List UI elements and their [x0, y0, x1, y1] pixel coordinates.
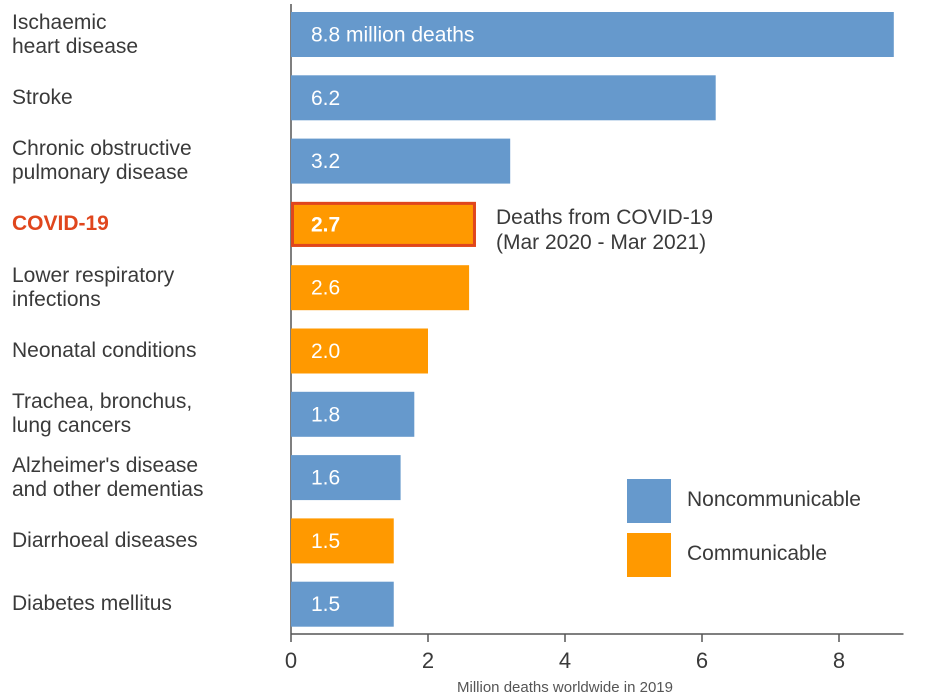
bar-value-label: 1.6	[311, 467, 340, 490]
bar	[291, 12, 894, 57]
bar-value-label: 3.2	[311, 150, 340, 173]
bar	[291, 75, 716, 121]
bar-value-label: 1.5	[311, 593, 340, 616]
bar	[291, 265, 470, 311]
category-label: Chronic obstructive pulmonary disease	[12, 137, 192, 185]
covid-annotation: Deaths from COVID-19 (Mar 2020 - Mar 202…	[496, 206, 714, 254]
category-label: Trachea, bronchus, lung cancers	[12, 390, 193, 438]
category-label: COVID-19	[12, 212, 109, 236]
bar	[291, 328, 428, 374]
bar	[291, 518, 394, 564]
x-tick-label: 6	[696, 648, 708, 673]
bar	[291, 138, 511, 184]
legend-label-communicable: Communicable	[687, 542, 828, 565]
category-label: Diabetes mellitus	[12, 592, 172, 616]
category-label: Ischaemic heart disease	[12, 10, 139, 58]
x-tick-label: 8	[833, 648, 845, 673]
category-label: Stroke	[12, 85, 73, 109]
bar	[291, 581, 394, 627]
legend-swatch-communicable	[627, 533, 671, 577]
bar	[291, 455, 401, 501]
category-label: Lower respiratory infections	[12, 263, 175, 311]
legend-label-noncommunicable: Noncommunicable	[687, 488, 861, 511]
category-label: Alzheimer's disease and other dementias	[12, 453, 204, 501]
bar-value-label: 8.8 million deaths	[311, 24, 474, 47]
bar-value-label: 1.5	[311, 530, 340, 553]
bar-value-label: 2.7	[311, 213, 340, 236]
bar-value-label: 2.0	[311, 340, 340, 363]
x-axis-label: Million deaths worldwide in 2019	[457, 679, 673, 696]
x-tick-label: 4	[559, 648, 571, 673]
bar	[291, 201, 476, 247]
legend-swatch-noncommunicable	[627, 479, 671, 523]
x-tick-label: 2	[422, 648, 434, 673]
bar	[291, 391, 415, 437]
category-label: Diarrhoeal diseases	[12, 528, 198, 552]
bar-highlight-outline	[291, 201, 476, 247]
bar-value-label: 1.8	[311, 403, 340, 426]
x-tick-label: 0	[285, 648, 297, 673]
bar-value-label: 6.2	[311, 87, 340, 110]
category-label: Neonatal conditions	[12, 339, 197, 362]
bar-value-label: 2.6	[311, 277, 340, 300]
